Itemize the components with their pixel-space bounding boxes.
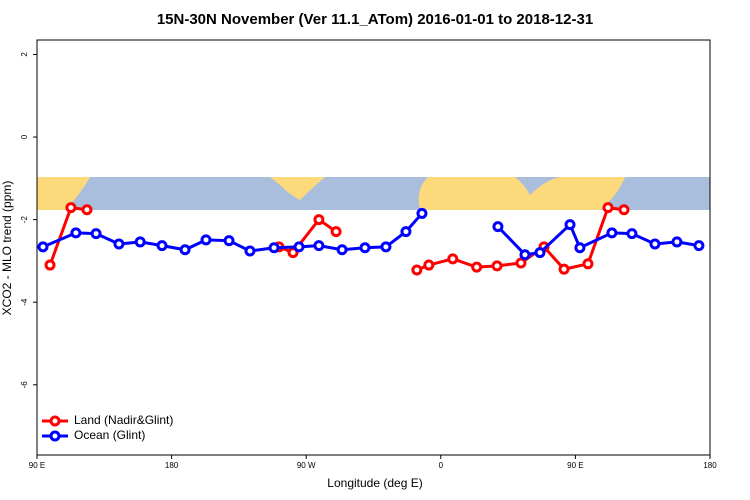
legend-marker — [49, 430, 61, 442]
x-tick-label: 0 — [439, 461, 444, 470]
data-point — [400, 226, 412, 238]
data-point — [70, 227, 82, 239]
data-point — [134, 236, 146, 248]
y-tick-label: -4 — [20, 298, 29, 306]
data-point — [44, 259, 56, 271]
y-tick-label: 0 — [20, 134, 29, 139]
map-band — [37, 177, 710, 210]
data-point — [313, 214, 325, 226]
series-line — [278, 217, 337, 255]
data-point — [491, 260, 503, 272]
data-point — [81, 204, 93, 216]
data-point — [618, 204, 630, 216]
y-tick-label: -2 — [20, 216, 29, 224]
data-point — [492, 221, 504, 233]
data-point — [671, 236, 683, 248]
data-point — [268, 242, 280, 254]
y-tick-label: 2 — [20, 52, 29, 57]
data-point — [649, 238, 661, 250]
x-tick-label: 90 W — [297, 461, 316, 470]
land-shape — [37, 177, 90, 210]
y-tick-label: -6 — [20, 381, 29, 389]
data-point — [336, 244, 348, 256]
data-point — [65, 202, 77, 214]
data-point — [515, 257, 527, 269]
land-shape — [418, 177, 625, 210]
data-point — [519, 249, 531, 261]
data-point — [626, 228, 638, 240]
data-point — [313, 240, 325, 252]
data-point — [293, 241, 305, 253]
data-point — [582, 258, 594, 270]
data-point — [564, 219, 576, 231]
data-point — [90, 228, 102, 240]
data-point — [37, 241, 49, 253]
x-axis-label: Longitude (deg E) — [327, 476, 422, 490]
chart-title: 15N-30N November (Ver 11.1_ATom) 2016-01… — [157, 11, 593, 28]
land-shape — [270, 177, 325, 200]
x-tick-label: 90 E — [567, 461, 583, 470]
data-point — [330, 226, 342, 238]
data-point — [200, 234, 212, 246]
series-line — [496, 222, 700, 257]
data-point — [411, 264, 423, 276]
data-point — [179, 244, 191, 256]
legend-label: Ocean (Glint) — [74, 428, 145, 442]
data-point — [359, 242, 371, 254]
data-point — [574, 242, 586, 254]
data-point — [223, 235, 235, 247]
data-point — [471, 261, 483, 273]
data-point — [534, 247, 546, 259]
data-point — [558, 263, 570, 275]
data-point — [423, 259, 435, 271]
x-tick-label: 180 — [165, 461, 179, 470]
data-point — [113, 238, 125, 250]
data-point — [244, 245, 256, 257]
x-tick-label: 90 E — [29, 461, 45, 470]
plot-frame — [36, 39, 711, 456]
data-point — [447, 253, 459, 265]
data-point — [380, 241, 392, 253]
y-axis-label: XCO2 - MLO trend (ppm) — [0, 181, 14, 316]
legend-marker — [49, 415, 61, 427]
data-point — [693, 240, 705, 252]
x-tick-label: 180 — [703, 461, 717, 470]
legend-label: Land (Nadir&Glint) — [74, 413, 173, 427]
data-point — [156, 240, 168, 252]
data-point — [416, 207, 428, 219]
data-point — [602, 202, 614, 214]
data-point — [606, 227, 618, 239]
